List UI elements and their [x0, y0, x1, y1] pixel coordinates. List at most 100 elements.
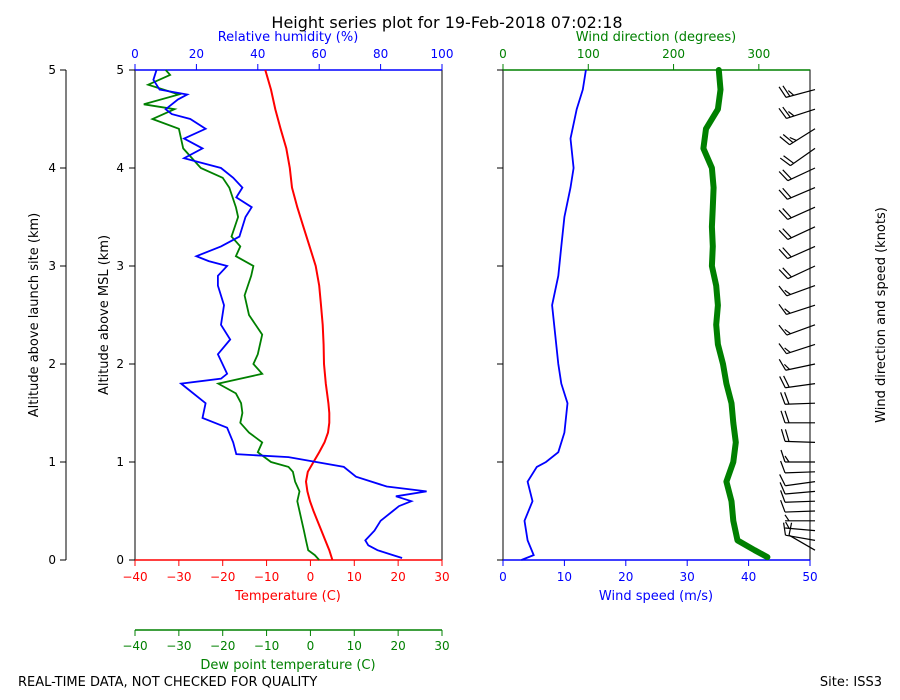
temperature-tick-label: −20	[210, 570, 235, 584]
wind-barb-feather	[784, 514, 790, 522]
wind-axis-ticks: 0 10 20 30 40 50 0 100 200 300	[497, 47, 818, 584]
launch-altitude-axis-label: Altitude above launch site (km)	[27, 213, 42, 417]
wind-direction-line	[700, 67, 771, 561]
wind-barb-axis-label: Wind direction and speed (knots)	[874, 207, 889, 423]
wind-barb-staff	[786, 343, 816, 355]
quality-disclaimer: REAL-TIME DATA, NOT CHECKED FOR QUALITY	[18, 675, 317, 690]
rh-tick-label: 100	[431, 47, 454, 61]
temperature-tick-label: 10	[347, 570, 362, 584]
wind-barb-feather	[779, 376, 786, 389]
rh-tick-label: 80	[373, 47, 388, 61]
wind-barb-feather	[778, 343, 787, 355]
wind-barb-feather	[778, 86, 787, 98]
wind-barb-feather	[782, 267, 792, 278]
dewpoint-tick-label: −30	[166, 639, 191, 653]
wind-barb-feather	[778, 229, 789, 240]
wind-barb-staff	[787, 187, 816, 200]
msl-altitude-tick-label: 3	[116, 259, 124, 273]
wind-direction-tick-label: 0	[499, 47, 507, 61]
wind-barb-staff	[784, 471, 816, 474]
wind-barb-feather	[782, 169, 792, 180]
wind-speed-tick-label: 40	[741, 570, 756, 584]
wind-barb-feather	[778, 324, 788, 336]
site-label: Site: ISS3	[820, 675, 882, 690]
wind-barb-staff	[784, 402, 816, 405]
wind-barb-feather	[784, 328, 791, 335]
wind-direction-axis-label: Wind direction (degrees)	[576, 30, 736, 45]
wind-barb	[778, 106, 816, 120]
wind-barb	[779, 147, 816, 167]
wind-barb-feather	[780, 429, 786, 442]
wind-barb-feather	[782, 187, 792, 199]
wind-barb-staff	[784, 510, 816, 513]
wind-barb-feather	[778, 359, 787, 371]
wind-speed-tick-label: 50	[802, 570, 817, 584]
wind-barb-staff	[787, 167, 816, 182]
wind-barb-feather	[778, 303, 787, 315]
wind-barbs	[778, 85, 816, 551]
wind-barb-staff	[785, 363, 816, 371]
wind-speed-tick-label: 20	[618, 570, 633, 584]
wind-direction-tick-label: 200	[662, 47, 685, 61]
launch-altitude-tick-label: 3	[48, 259, 56, 273]
wind-speed-axis-label: Wind speed (m/s)	[599, 589, 713, 604]
rh-tick-label: 40	[250, 47, 265, 61]
wind-barb-feather	[784, 289, 791, 295]
temperature-axis-label: Temperature (C)	[234, 589, 341, 604]
wind-barb-feather	[782, 106, 791, 118]
wind-barb-feather	[782, 208, 792, 219]
msl-altitude-tick-label: 0	[116, 553, 124, 567]
dewpoint-tick-label: 10	[347, 639, 362, 653]
wind-barb-feather	[779, 136, 790, 146]
temperature-tick-label: −40	[122, 570, 147, 584]
wind-barb-feather	[782, 85, 791, 97]
dewpoint-tick-label: −10	[254, 639, 279, 653]
wind-barb-staff	[787, 206, 816, 220]
wind-barb-feather	[778, 285, 788, 297]
chart-title: Height series plot for 19-Feb-2018 07:02…	[271, 13, 622, 32]
dewpoint-tick-label: −40	[122, 639, 147, 653]
wind-barb-staff	[788, 534, 816, 551]
wind-barb	[779, 375, 816, 389]
wind-direction-tick-label: 100	[577, 47, 600, 61]
wind-barb	[780, 392, 816, 405]
temperature-tick-label: −30	[166, 570, 191, 584]
wind-barb-staff	[785, 89, 816, 98]
wind-barb	[779, 482, 816, 495]
temperature-tick-label: 20	[391, 570, 406, 584]
relative-humidity-line	[152, 69, 427, 559]
wind-barb-feather	[778, 189, 788, 200]
wind-barb-staff	[785, 383, 816, 389]
msl-altitude-tick-label: 4	[116, 161, 124, 175]
launch-altitude-tick-label: 0	[48, 553, 56, 567]
wind-barb	[778, 285, 816, 297]
temperature-line	[264, 69, 334, 561]
wind-barb	[778, 206, 816, 220]
wind-barb-staff	[787, 245, 816, 260]
dewpoint-tick-label: 30	[434, 639, 449, 653]
wind-barb-staff	[787, 226, 816, 241]
wind-barb	[785, 521, 816, 532]
wind-barb-staff	[784, 500, 816, 503]
msl-altitude-tick-label: 2	[116, 357, 124, 371]
wind-barb-feather	[780, 410, 786, 423]
temperature-tick-label: 30	[434, 570, 449, 584]
wind-barb	[780, 460, 816, 474]
msl-altitude-tick-label: 1	[116, 455, 124, 469]
wind-speed-tick-label: 10	[557, 570, 572, 584]
wind-barb	[780, 410, 815, 424]
wind-panel: Wind direction (degrees) Wind speed (m/s…	[497, 30, 889, 604]
wind-barb-feather	[778, 171, 789, 182]
wind-barb	[778, 324, 816, 336]
wind-barb-staff	[785, 490, 816, 495]
wind-barb	[783, 522, 816, 541]
wind-barb-feather	[779, 482, 786, 495]
wind-speed-tick-label: 30	[680, 570, 695, 584]
dewpoint-line	[143, 69, 320, 561]
launch-altitude-tick-label: 4	[48, 161, 56, 175]
wind-barb-feather	[788, 111, 795, 117]
launch-altitude-tick-label: 5	[48, 63, 56, 77]
